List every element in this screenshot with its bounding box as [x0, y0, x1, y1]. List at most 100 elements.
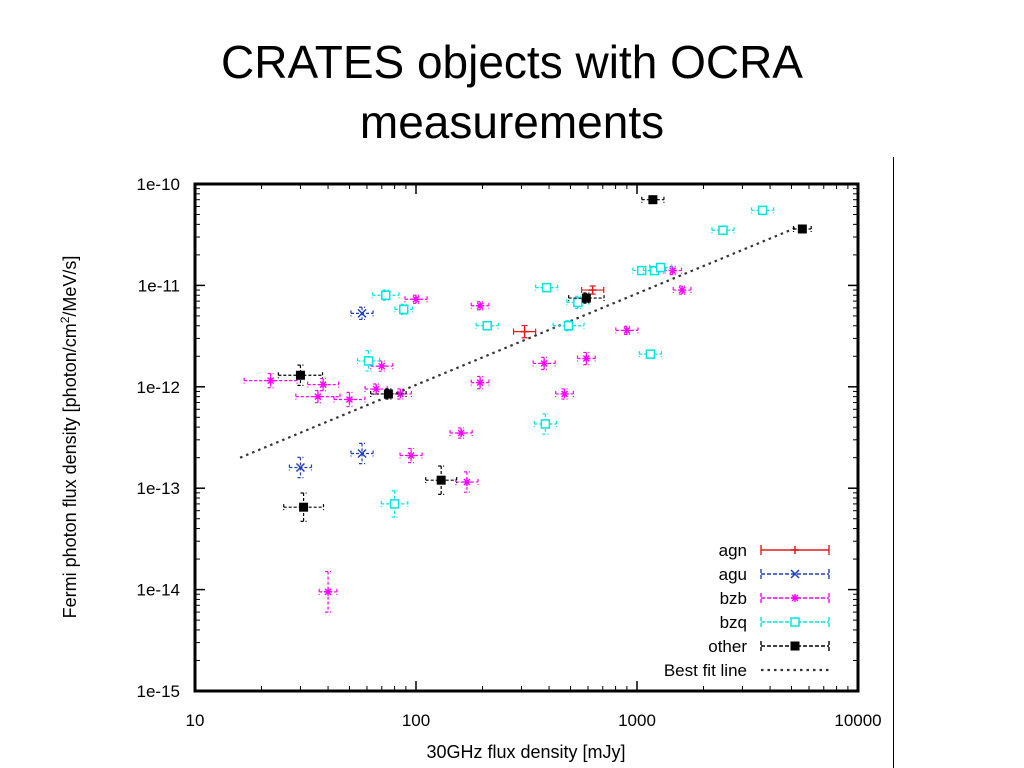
- data-point-bzq: [750, 205, 775, 216]
- data-point-agn: [512, 324, 537, 339]
- point-marker: [381, 290, 391, 300]
- point-marker: [436, 475, 446, 485]
- point-marker: [791, 546, 799, 554]
- data-point-bzq: [380, 490, 409, 518]
- point-marker: [790, 641, 800, 651]
- x-error-bar: [318, 588, 338, 595]
- slide-title-line-1: CRATES objects with OCRA: [221, 36, 803, 88]
- y-tick-label: 1e-11: [138, 276, 180, 295]
- point-marker: [295, 462, 305, 473]
- legend-label: bzq: [720, 613, 747, 632]
- x-error-bar: [283, 504, 325, 511]
- point-marker: [266, 376, 275, 385]
- point-marker: [389, 499, 400, 509]
- point-marker: [540, 419, 551, 429]
- y-error-bar: [391, 490, 398, 518]
- data-point-bzb: [470, 301, 490, 311]
- y-tick-label: 1e-14: [137, 581, 180, 600]
- y-tick-label: 1e-13: [137, 479, 180, 498]
- point-marker: [757, 205, 768, 216]
- legend-entry-bzq: bzq: [720, 613, 830, 632]
- point-marker: [299, 502, 309, 512]
- x-error-bar: [792, 225, 812, 232]
- point-marker: [588, 286, 597, 295]
- data-point-bzq: [533, 413, 558, 435]
- point-marker: [383, 389, 393, 399]
- data-point-agu: [288, 456, 313, 479]
- point-marker: [582, 354, 591, 363]
- data-point-agn: [581, 285, 605, 295]
- slide-divider-line: [893, 157, 894, 768]
- data-point-bzq: [649, 262, 673, 273]
- data-point-agu: [350, 306, 374, 321]
- legend-entry-bzb: bzb: [720, 589, 830, 608]
- data-point-bzq: [394, 303, 414, 316]
- data-point-bzb: [364, 383, 388, 395]
- point-marker: [790, 569, 800, 579]
- point-marker: [363, 356, 374, 366]
- data-point-bzb: [449, 427, 473, 439]
- data-point-bzq: [711, 225, 735, 235]
- series-bzb: [243, 265, 692, 613]
- data-point-bzq: [356, 350, 381, 372]
- point-marker: [396, 389, 405, 398]
- data-point-bzb: [333, 391, 366, 408]
- point-marker: [648, 195, 658, 205]
- point-marker: [581, 293, 591, 303]
- slide-title: CRATES objects with OCRA measurements: [0, 32, 1024, 152]
- x-tick-label: 100: [402, 711, 430, 730]
- point-marker: [462, 478, 471, 487]
- legend-label: agu: [719, 565, 747, 584]
- data-point-bzq: [632, 265, 652, 276]
- x-tick-label: 1000: [618, 711, 656, 730]
- y-axis-label: Fermi photon flux density [photon/cm2/Me…: [58, 256, 80, 619]
- point-marker: [645, 349, 656, 359]
- point-marker: [324, 587, 333, 596]
- x-axis-label: 30GHz flux density [mJy]: [426, 742, 625, 762]
- data-point-other: [568, 292, 605, 304]
- point-marker: [540, 359, 549, 368]
- x-error-bar: [576, 355, 596, 362]
- point-marker: [357, 308, 367, 318]
- best-fit-line: [239, 225, 800, 459]
- series-other: [277, 195, 812, 522]
- slide-title-line-2: measurements: [359, 96, 665, 148]
- x-tick-label: 10: [186, 711, 205, 730]
- point-marker: [482, 321, 492, 331]
- point-marker: [563, 321, 574, 331]
- point-marker: [791, 594, 799, 602]
- y-tick-label: 1e-12: [137, 378, 180, 397]
- data-point-bzq: [475, 321, 499, 331]
- point-marker: [476, 378, 485, 387]
- plot-frame: [193, 182, 860, 693]
- point-marker: [541, 282, 552, 293]
- data-point-bzq: [638, 349, 663, 359]
- y-error-bar: [300, 492, 307, 522]
- x-error-bar: [672, 287, 692, 294]
- legend-entry-other: other: [708, 637, 830, 656]
- point-marker: [345, 395, 354, 404]
- point-marker: [655, 262, 666, 273]
- point-marker: [678, 286, 687, 295]
- data-point-bzq: [552, 320, 585, 332]
- point-marker: [520, 327, 529, 336]
- legend-label: other: [708, 637, 747, 656]
- x-error-bar: [371, 292, 400, 299]
- series-bzq: [356, 205, 775, 518]
- data-point-bzb: [470, 375, 490, 390]
- data-point-bzb: [404, 294, 428, 304]
- data-point-bzb: [399, 447, 423, 464]
- data-point-bzb: [532, 356, 556, 371]
- y-tick-label: 1e-10: [137, 175, 180, 194]
- point-marker: [457, 429, 466, 438]
- data-point-other: [283, 492, 325, 522]
- data-point-bzb: [672, 285, 692, 295]
- point-marker: [357, 448, 367, 459]
- legend-label: bzb: [720, 589, 747, 608]
- point-marker: [573, 297, 583, 308]
- data-point-agu: [350, 442, 374, 465]
- series-agu: [288, 306, 374, 479]
- x-error-bar: [394, 306, 414, 313]
- point-marker: [372, 385, 381, 394]
